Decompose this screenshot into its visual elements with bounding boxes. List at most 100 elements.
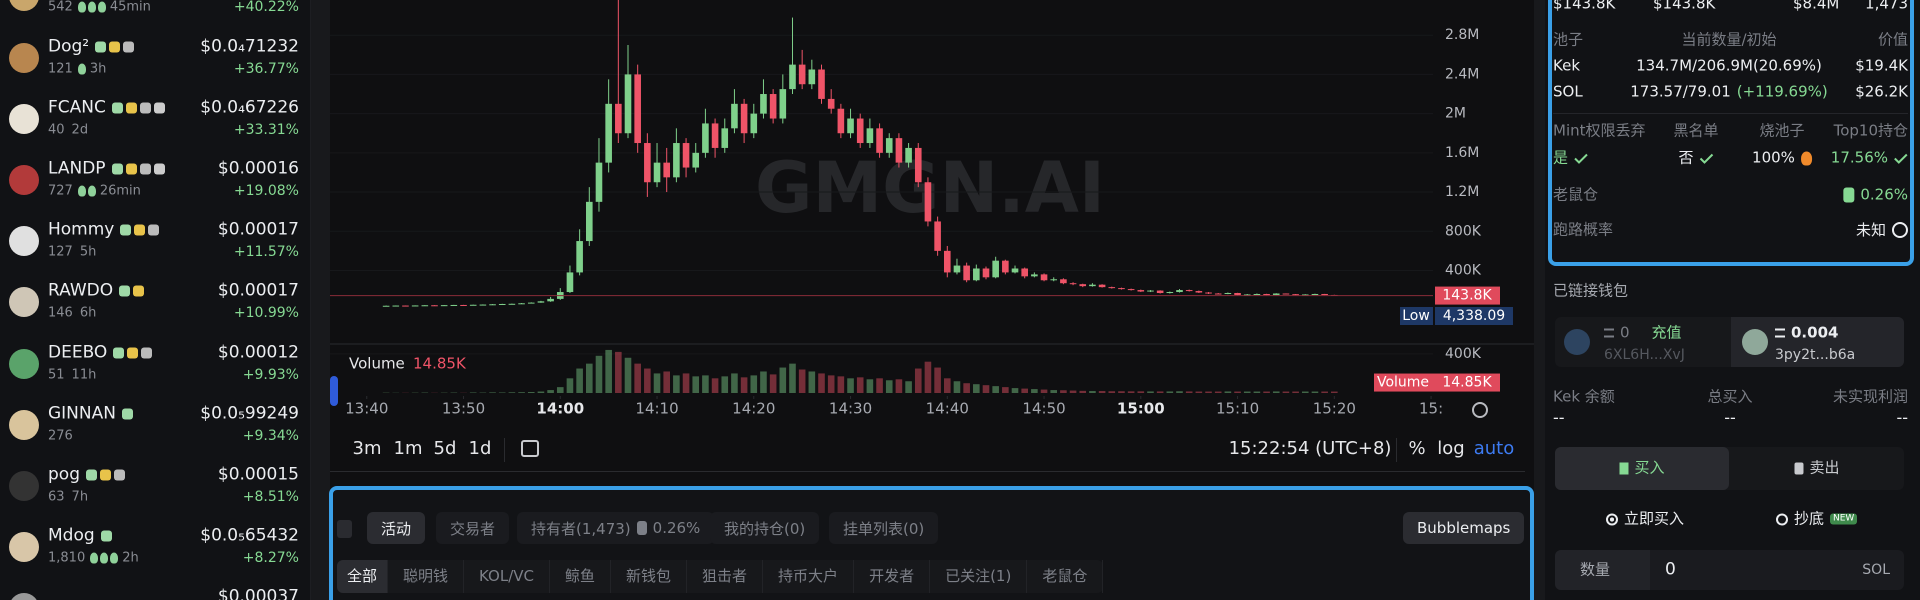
candle-body: [760, 94, 767, 114]
low-label: Low: [1402, 308, 1430, 324]
side-label: 买入: [1634, 458, 1665, 477]
filter-tab[interactable]: 新钱包: [611, 560, 688, 593]
candle-body: [1311, 293, 1319, 295]
stat-value: --: [1553, 408, 1565, 427]
badge-icon: [125, 163, 137, 175]
side-button[interactable]: 卖出: [1794, 460, 1840, 476]
candle-body: [566, 272, 574, 293]
wallet-title: 已链接钱包: [1553, 281, 1629, 300]
token-price: $0.00037: [217, 586, 299, 600]
candle-body: [1098, 284, 1106, 288]
rug-text: 未知: [1855, 220, 1886, 239]
volume-bar: [1108, 391, 1116, 393]
candle-body: [827, 98, 835, 109]
volume-bar: [1089, 391, 1096, 393]
candle-body: [711, 123, 719, 148]
filter-tab[interactable]: 鲸鱼: [550, 560, 612, 593]
tab-label: 挂单列表(0): [843, 519, 925, 538]
token-name: RAWDO: [48, 280, 114, 301]
wallet-balance: 0 充值: [1604, 325, 1682, 341]
volume-bar: [1040, 389, 1048, 393]
candle-body: [1156, 290, 1164, 294]
calendar-icon: [521, 440, 539, 457]
meta-row: 127 5h: [48, 246, 96, 259]
mode-label: 立即买入: [1624, 509, 1685, 528]
candle-body: [808, 69, 816, 85]
pool-value: $26.2K: [1855, 82, 1908, 101]
volume-bar: [1127, 391, 1135, 393]
token-age: 6h: [79, 305, 97, 321]
wallet-address: 6XL6H...XvJ: [1604, 347, 1685, 363]
token-name: Hommy: [48, 219, 115, 240]
wallet-balance: 0.004: [1775, 323, 1839, 342]
token-price: $0.00016: [217, 158, 299, 179]
badge-icon: [127, 347, 139, 358]
token-avatar: [9, 164, 39, 195]
token-price: $0.00015: [217, 464, 299, 485]
amount-value: 0: [1665, 559, 1676, 580]
price-change: +8.51%: [242, 488, 299, 505]
fire-icon: [87, 1, 96, 13]
filter-tab[interactable]: 已关注(1): [930, 560, 1028, 593]
candle-body: [943, 250, 951, 273]
filter-tab[interactable]: 老鼠仓: [1027, 560, 1104, 593]
side-button[interactable]: 买入: [1619, 458, 1665, 477]
candle-body: [1108, 287, 1116, 289]
holder-count: 1,810: [48, 550, 86, 566]
candle-body: [682, 143, 690, 168]
check-text: 否: [1678, 148, 1694, 167]
y-tick-label: 1.2M: [1445, 184, 1479, 200]
bubblemaps-button[interactable]: Bubblemaps: [1403, 512, 1525, 544]
candle-body: [818, 69, 825, 99]
fire-icon: [110, 552, 119, 564]
volume-bar: [914, 368, 922, 393]
check-label: 烧池子: [1759, 121, 1805, 140]
volume-bar: [769, 374, 777, 393]
volume-bar: [837, 376, 845, 393]
volume-bar: [1292, 391, 1299, 393]
token-name: DEEBO: [48, 342, 108, 362]
fire-icon: [77, 63, 86, 74]
x-tick-label: 15:00: [1117, 400, 1165, 418]
filter-tab[interactable]: 狙击者: [687, 560, 764, 593]
stat-value: --: [1724, 408, 1736, 427]
candle-body: [1301, 294, 1309, 296]
check-label: Top10持仓: [1833, 121, 1908, 140]
check-stroke: [1699, 153, 1714, 164]
holder-count: 276: [48, 428, 73, 444]
volume-bar: [721, 376, 729, 393]
clock: 15:22:54 (UTC+8): [1228, 438, 1392, 459]
token-price: $0.00017: [217, 280, 299, 301]
help-icon: [1892, 222, 1908, 238]
volume-bar: [1147, 391, 1154, 393]
mode-radio[interactable]: 抄底 NEW: [1776, 511, 1858, 527]
candle-body: [518, 303, 525, 305]
filter-tab[interactable]: 全部: [337, 560, 389, 593]
candle-body: [798, 64, 806, 85]
candle-body: [1166, 292, 1174, 294]
price-change: +11.57%: [233, 244, 299, 261]
volume-bar: [508, 392, 516, 393]
x-tick-label: 15:: [1419, 400, 1443, 418]
badge-icon: [120, 224, 132, 236]
holder-count: 542: [48, 0, 73, 15]
candle-body: [866, 128, 874, 144]
badge-icon: [85, 469, 97, 481]
check-text: 17.56%: [1830, 148, 1888, 167]
candle-body: [905, 147, 912, 163]
filter-tab[interactable]: KOL/VC: [464, 560, 550, 593]
filter-tab[interactable]: 开发者: [854, 560, 931, 593]
filter-tab[interactable]: 聪明钱: [388, 560, 465, 593]
filter-tab[interactable]: 持币大户: [763, 560, 855, 593]
candle-body: [1050, 279, 1058, 281]
x-tick-label: 14:20: [732, 400, 775, 418]
token-avatar: [9, 532, 39, 563]
fire-icon: [87, 185, 96, 197]
balance-text: 0.004: [1791, 323, 1839, 342]
mode-radio[interactable]: 立即买入: [1606, 509, 1685, 528]
name-row: FCANC: [48, 99, 165, 116]
volume-bar: [556, 387, 564, 393]
candle-body: [924, 182, 932, 222]
volume-bar: [605, 349, 612, 393]
